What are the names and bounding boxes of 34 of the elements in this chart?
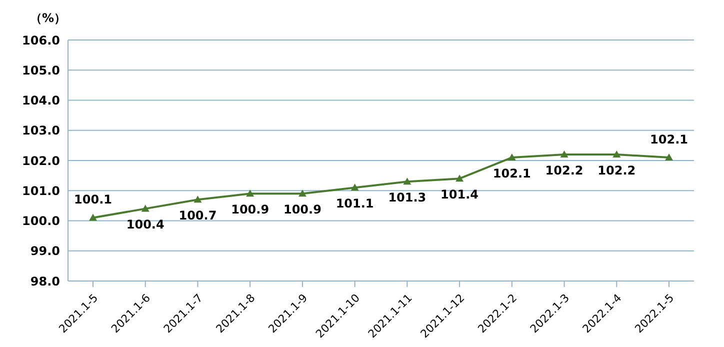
point — [612, 150, 621, 158]
y-tick-label: 104.0 — [22, 94, 60, 108]
data-label: 101.4 — [440, 188, 479, 202]
y-tick-label: 105.0 — [22, 63, 60, 78]
data-label: 100.4 — [126, 218, 164, 232]
point — [508, 153, 516, 160]
data-label: 102.2 — [545, 163, 584, 178]
y-tick-label: 99.0 — [30, 244, 60, 258]
data-label: 102.2 — [598, 163, 636, 178]
y-tick-label: 98.0 — [30, 274, 60, 288]
data-label: 100.1 — [74, 192, 112, 207]
point — [350, 184, 359, 191]
y-tick-label: 102.0 — [22, 154, 60, 168]
data-label: 100.9 — [283, 202, 322, 217]
point — [298, 190, 306, 197]
point — [246, 190, 254, 197]
point — [89, 214, 97, 221]
data-label: 101.3 — [388, 190, 426, 205]
point — [403, 178, 412, 185]
data-label: 102.1 — [492, 166, 531, 180]
point — [194, 196, 202, 203]
y-tick-label: 106.0 — [22, 33, 60, 48]
y-tick-label: 103.0 — [22, 124, 60, 138]
point — [141, 204, 150, 212]
data-label: 100.7 — [178, 208, 217, 223]
y-axis-title: （%） — [30, 10, 66, 27]
point — [560, 150, 568, 158]
point — [665, 153, 673, 160]
data-label: 100.9 — [231, 202, 270, 217]
point — [456, 174, 464, 182]
y-tick-label: 100.0 — [22, 214, 60, 228]
data-label: 102.1 — [650, 132, 688, 146]
y-tick-label: 101.0 — [22, 184, 60, 198]
data-label: 101.1 — [336, 196, 374, 211]
